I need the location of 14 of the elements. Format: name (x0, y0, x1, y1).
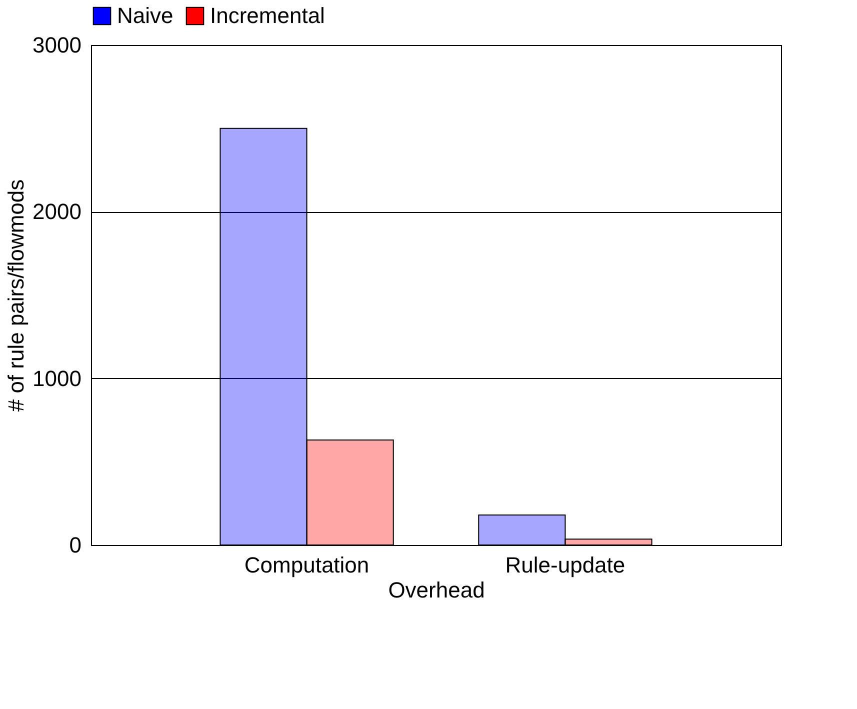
bar (564, 538, 652, 546)
x-axis-title: Overhead (388, 578, 485, 602)
legend-label: Naive (117, 3, 174, 28)
bar (478, 514, 566, 546)
y-axis-title: # of rule pairs/flowmods (4, 179, 29, 412)
y-tick-label: 0 (69, 532, 82, 558)
y-tick-label: 3000 (32, 32, 82, 58)
y-tick-label: 1000 (32, 366, 82, 391)
legend-label: Incremental (210, 3, 325, 28)
y-tick-label: 2000 (32, 199, 82, 224)
bar (306, 440, 394, 546)
x-tick-label: Rule-update (505, 552, 626, 578)
bar (220, 128, 308, 546)
x-tick-label: Computation (244, 552, 370, 578)
